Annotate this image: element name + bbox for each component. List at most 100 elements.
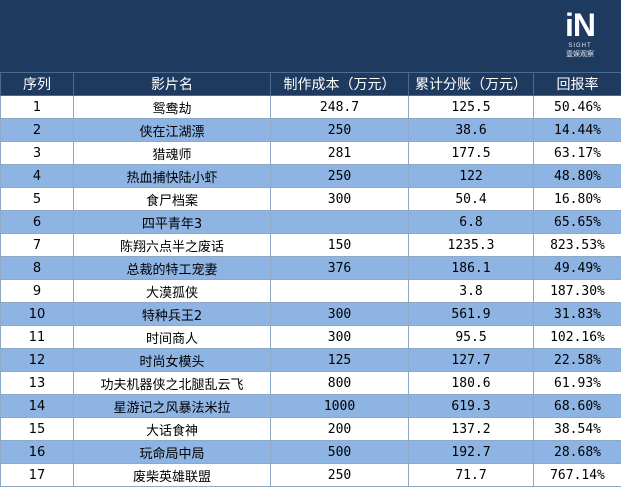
- cell-production-cost: 281: [271, 142, 409, 165]
- column-header-index: 序列: [1, 73, 74, 96]
- cell-total-revenue: 125.5: [409, 96, 534, 119]
- logo-chinese-name: 壹娱观察: [566, 50, 594, 59]
- cell-total-revenue: 38.6: [409, 119, 534, 142]
- cell-index: 9: [1, 280, 74, 303]
- cell-total-revenue: 561.9: [409, 303, 534, 326]
- cell-index: 7: [1, 234, 74, 257]
- cell-production-cost: 250: [271, 464, 409, 487]
- cell-index: 17: [1, 464, 74, 487]
- logo-mark: iN: [565, 8, 595, 42]
- cell-film-name: 时尚女模头: [74, 349, 271, 372]
- cell-total-revenue: 3.8: [409, 280, 534, 303]
- insight-logo: iN SIGHT 壹娱观察: [557, 8, 603, 66]
- cell-return-rate: 49.49%: [534, 257, 621, 280]
- logo-subtitle: SIGHT: [568, 42, 591, 50]
- cell-production-cost: 150: [271, 234, 409, 257]
- table-header-row: 序列 影片名 制作成本（万元） 累计分账（万元） 回报率: [1, 73, 621, 96]
- cell-film-name: 功夫机器侠之北腿乱云飞: [74, 372, 271, 395]
- cell-total-revenue: 71.7: [409, 464, 534, 487]
- column-header-total-revenue: 累计分账（万元）: [409, 73, 534, 96]
- column-header-return-rate: 回报率: [534, 73, 621, 96]
- cell-total-revenue: 122: [409, 165, 534, 188]
- cell-total-revenue: 619.3: [409, 395, 534, 418]
- cell-total-revenue: 180.6: [409, 372, 534, 395]
- cell-return-rate: 50.46%: [534, 96, 621, 119]
- cell-total-revenue: 177.5: [409, 142, 534, 165]
- cell-film-name: 侠在江湖漂: [74, 119, 271, 142]
- cell-film-name: 热血捕快陆小虾: [74, 165, 271, 188]
- cell-return-rate: 68.60%: [534, 395, 621, 418]
- cell-film-name: 鸳鸯劫: [74, 96, 271, 119]
- cell-film-name: 猎魂师: [74, 142, 271, 165]
- cell-index: 12: [1, 349, 74, 372]
- column-header-film-name: 影片名: [74, 73, 271, 96]
- cell-total-revenue: 1235.3: [409, 234, 534, 257]
- cell-index: 6: [1, 211, 74, 234]
- cell-total-revenue: 127.7: [409, 349, 534, 372]
- cell-index: 1: [1, 96, 74, 119]
- cell-return-rate: 102.16%: [534, 326, 621, 349]
- cell-index: 15: [1, 418, 74, 441]
- cell-index: 16: [1, 441, 74, 464]
- column-header-production-cost: 制作成本（万元）: [271, 73, 409, 96]
- cell-return-rate: 28.68%: [534, 441, 621, 464]
- cell-production-cost: 125: [271, 349, 409, 372]
- cell-production-cost: 250: [271, 165, 409, 188]
- cell-film-name: 特种兵王2: [74, 303, 271, 326]
- cell-index: 8: [1, 257, 74, 280]
- cell-production-cost: 500: [271, 441, 409, 464]
- cell-index: 10: [1, 303, 74, 326]
- header-banner: iN SIGHT 壹娱观察: [0, 0, 621, 72]
- cell-film-name: 陈翔六点半之废话: [74, 234, 271, 257]
- cell-index: 5: [1, 188, 74, 211]
- cell-production-cost: [271, 280, 409, 303]
- cell-total-revenue: 137.2: [409, 418, 534, 441]
- cell-index: 3: [1, 142, 74, 165]
- cell-total-revenue: 6.8: [409, 211, 534, 234]
- cell-production-cost: 800: [271, 372, 409, 395]
- cell-film-name: 总裁的特工宠妻: [74, 257, 271, 280]
- cell-index: 13: [1, 372, 74, 395]
- cell-return-rate: 16.80%: [534, 188, 621, 211]
- cell-production-cost: 248.7: [271, 96, 409, 119]
- cell-return-rate: 65.65%: [534, 211, 621, 234]
- cell-production-cost: 1000: [271, 395, 409, 418]
- cell-return-rate: 187.30%: [534, 280, 621, 303]
- cell-film-name: 四平青年3: [74, 211, 271, 234]
- cell-film-name: 废柴英雄联盟: [74, 464, 271, 487]
- cell-film-name: 时间商人: [74, 326, 271, 349]
- cell-return-rate: 22.58%: [534, 349, 621, 372]
- cell-return-rate: 767.14%: [534, 464, 621, 487]
- cell-total-revenue: 192.7: [409, 441, 534, 464]
- cell-return-rate: 38.54%: [534, 418, 621, 441]
- cell-film-name: 大话食神: [74, 418, 271, 441]
- cell-film-name: 大漠孤侠: [74, 280, 271, 303]
- cell-production-cost: 250: [271, 119, 409, 142]
- cell-return-rate: 31.83%: [534, 303, 621, 326]
- cell-production-cost: 300: [271, 303, 409, 326]
- cell-index: 14: [1, 395, 74, 418]
- cell-return-rate: 63.17%: [534, 142, 621, 165]
- cell-film-name: 玩命局中局: [74, 441, 271, 464]
- cell-film-name: 食尸档案: [74, 188, 271, 211]
- cell-return-rate: 61.93%: [534, 372, 621, 395]
- cell-total-revenue: 50.4: [409, 188, 534, 211]
- cell-index: 4: [1, 165, 74, 188]
- cell-total-revenue: 186.1: [409, 257, 534, 280]
